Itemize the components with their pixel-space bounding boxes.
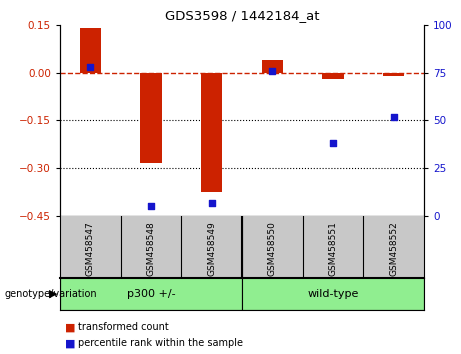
Text: GSM458551: GSM458551: [329, 221, 337, 276]
Text: p300 +/-: p300 +/-: [127, 289, 175, 299]
Title: GDS3598 / 1442184_at: GDS3598 / 1442184_at: [165, 9, 319, 22]
Bar: [242, 278, 424, 310]
Bar: [60, 278, 242, 310]
Point: [148, 204, 155, 209]
Point: [390, 114, 397, 119]
Text: percentile rank within the sample: percentile rank within the sample: [78, 338, 243, 348]
Point: [87, 64, 94, 70]
Text: ■: ■: [65, 322, 75, 332]
Text: ■: ■: [65, 338, 75, 348]
Text: wild-type: wild-type: [307, 289, 359, 299]
Bar: [140, 73, 162, 164]
Text: GSM458549: GSM458549: [207, 221, 216, 276]
Text: genotype/variation: genotype/variation: [5, 289, 97, 299]
Bar: [201, 73, 222, 192]
Text: GSM458552: GSM458552: [389, 221, 398, 276]
Bar: [322, 73, 344, 79]
Text: transformed count: transformed count: [78, 322, 169, 332]
Text: GSM458550: GSM458550: [268, 221, 277, 276]
Text: GSM458547: GSM458547: [86, 221, 95, 276]
Point: [269, 68, 276, 74]
Bar: [80, 28, 101, 73]
Bar: [383, 73, 404, 76]
Point: [329, 141, 337, 146]
Text: GSM458548: GSM458548: [147, 221, 155, 276]
Bar: [262, 60, 283, 73]
Text: ▶: ▶: [49, 289, 57, 299]
Point: [208, 200, 215, 205]
